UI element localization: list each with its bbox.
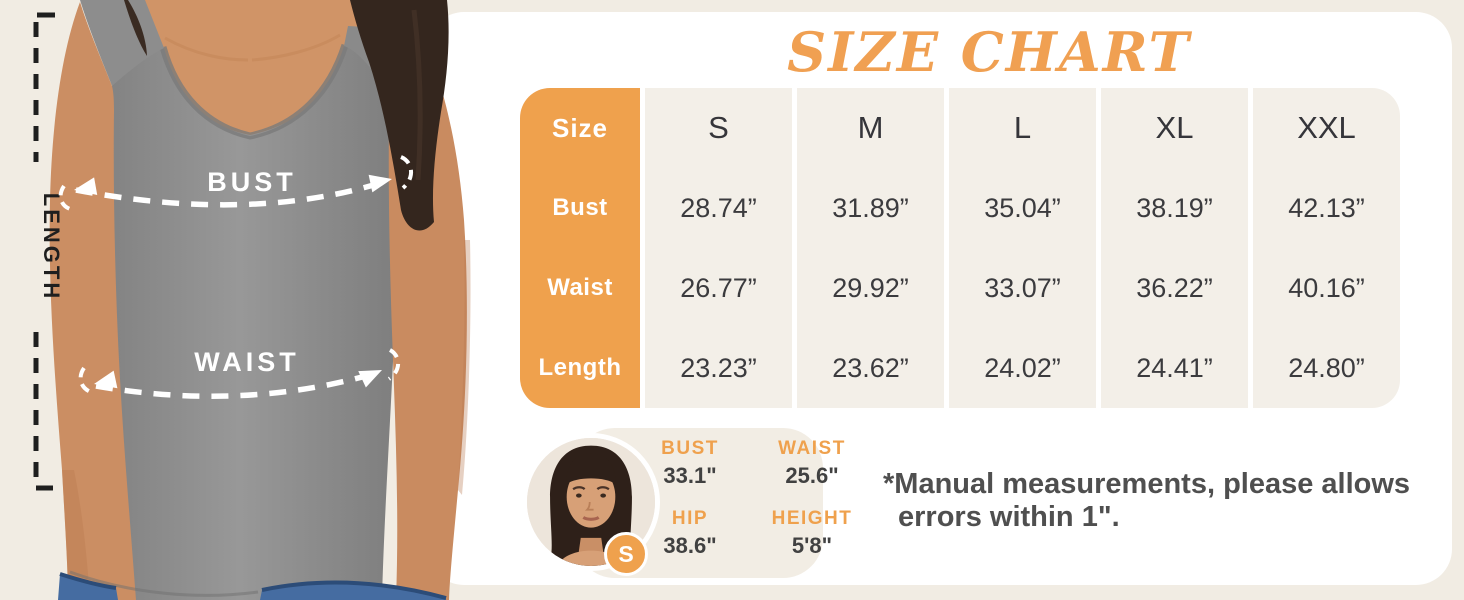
size-header-xxl: XXL [1297,110,1356,145]
table-column-xl: XL 38.19” 36.22” 24.41” [1101,88,1248,408]
table-corner-size: Size [551,113,609,143]
stat-label: HIP [671,508,709,529]
bust-value-xxl: 42.13” [1288,193,1365,223]
waist-value-s: 26.77” [680,273,757,303]
waist-value-xxl: 40.16” [1288,273,1365,303]
length-value-m: 23.62” [832,353,909,383]
product-photo: LENGTH BUST WAIST [0,0,471,600]
model-size-badge: S [604,532,648,576]
waist-value-m: 29.92” [832,273,909,303]
length-measure-line [33,12,55,491]
size-header-l: L [1013,110,1032,145]
stat-label: BUST [661,438,719,459]
model-stat-height: HEIGHT 5'8" [757,508,867,559]
size-header-xl: XL [1155,110,1194,145]
bust-label: BUST [207,167,297,197]
waist-value-l: 33.07” [984,273,1061,303]
waist-measure-line [78,348,401,399]
disclaimer-line-1: *Manual measurements, please allows [883,468,1411,500]
size-header-m: M [857,110,884,145]
table-column-s: S 28.74” 26.77” 23.23” [645,88,792,408]
tank-top [110,40,398,600]
stat-value: 38.6" [663,533,717,558]
size-table: Size Bust Waist Length S 28.74” 26.77” 2… [520,88,1400,408]
disclaimer-line-2: errors within 1". [898,501,1120,533]
model-stat-bust: BUST 33.1" [638,438,742,489]
table-column-l: L 35.04” 33.07” 24.02” [949,88,1096,408]
stat-label: WAIST [778,438,846,459]
bust-measure-line [58,155,413,212]
page-title: SIZE CHART [787,20,1191,84]
size-header-s: S [708,110,729,145]
bust-value-xl: 38.19” [1136,193,1213,223]
row-label-waist: Waist [547,274,613,301]
table-column-labels: Size Bust Waist Length [520,88,640,408]
row-label-length: Length [538,354,622,381]
waist-label: WAIST [194,347,300,377]
length-label: LENGTH [39,193,64,301]
measurement-disclaimer: *Manual measurements, please allows erro… [883,468,1443,534]
table-column-m: M 31.89” 29.92” 23.62” [797,88,944,408]
stat-value: 5'8" [791,533,833,558]
length-value-xl: 24.41” [1136,353,1213,383]
bust-value-m: 31.89” [832,193,909,223]
length-value-xxl: 24.80” [1288,353,1365,383]
model-stat-waist: WAIST 25.6" [757,438,867,489]
model-stat-hip: HIP 38.6" [638,508,742,559]
length-value-l: 24.02” [984,353,1061,383]
table-column-xxl: XXL 42.13” 40.16” 24.80” [1253,88,1400,408]
stat-value: 33.1" [663,463,717,488]
length-value-s: 23.23” [680,353,757,383]
waist-value-xl: 36.22” [1136,273,1213,303]
bust-value-l: 35.04” [984,193,1061,223]
bust-value-s: 28.74” [680,193,757,223]
row-label-bust: Bust [552,194,608,221]
stat-value: 25.6" [785,463,839,488]
stat-label: HEIGHT [771,508,853,529]
